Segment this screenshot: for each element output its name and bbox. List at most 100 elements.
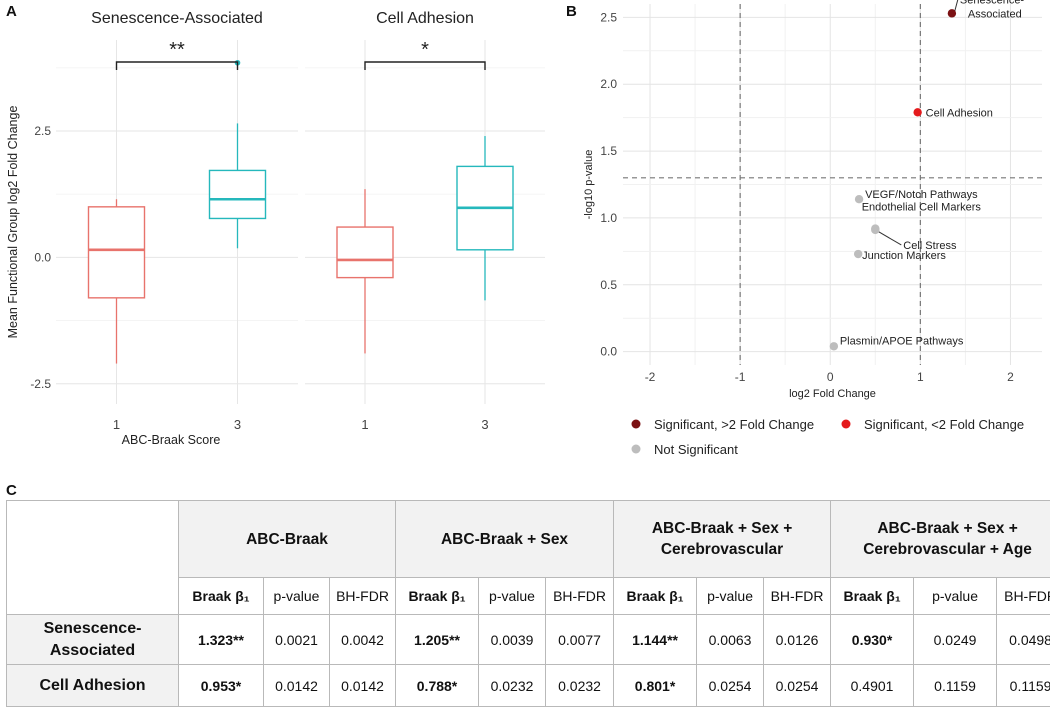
- y-axis-title: -log10 p-value: [583, 150, 595, 220]
- model-header: ABC-Braak + Sex + Cerebrovascular + Age: [830, 500, 1050, 578]
- label-leader-line: [877, 230, 902, 246]
- x-tick-label: 1: [361, 417, 368, 432]
- table-row: Senescence- Associated 1.323** 0.0021 0.0042…: [6, 614, 1050, 665]
- volcano-point-group: Senescence- Associated: [947, 0, 1025, 20]
- beta-header: Braak β₁: [395, 577, 480, 615]
- volcano-point: [854, 195, 864, 204]
- point-label: Endothelial Cell Markers: [862, 202, 982, 214]
- legend-swatch: [841, 419, 851, 429]
- volcano-panel: -2 -1 0 1 2 0.0 0.5 1.0 1.5 2.0 2.5 log2 Fold Chang…: [583, 0, 1042, 457]
- model-header-line: Cerebrovascular: [660, 541, 784, 558]
- legend-label: Significant, >2 Fold Change: [654, 417, 814, 432]
- volcano-point: [947, 9, 957, 18]
- p-value: 0.0021: [263, 614, 330, 665]
- x-axis-title: ABC-Braak Score: [122, 433, 221, 447]
- volcano-point: [913, 108, 922, 117]
- beta-value: 0.953*: [178, 664, 264, 707]
- box-group-3: [456, 136, 514, 301]
- bh-fdr-value: 0.1159: [996, 664, 1050, 707]
- legend-swatch: [631, 419, 641, 429]
- x-tick-label: 1: [113, 417, 120, 432]
- box-iqr: [208, 169, 267, 220]
- box-iqr: [336, 226, 394, 279]
- bh-fdr-value: 0.0232: [545, 664, 615, 707]
- bh-fdr-header: BH-FDR: [328, 577, 397, 615]
- bh-fdr-value: 0.0142: [328, 664, 397, 707]
- point-label-line: Associated: [968, 8, 1022, 20]
- volcano-point-group: VEGF/Notch Pathways: [854, 189, 978, 204]
- model-header-line: ABC-Braak: [246, 530, 328, 548]
- beta-value: 1.205**: [395, 614, 480, 665]
- p-value: 0.0254: [696, 664, 765, 707]
- panel-label-a: A: [6, 3, 17, 20]
- legend-label: Not Significant: [654, 442, 738, 457]
- model-header-line: ABC-Braak + Sex: [440, 530, 569, 548]
- x-tick-label: -1: [735, 370, 746, 384]
- volcano-point-group: Plasmin/APOE Pathways: [829, 335, 964, 351]
- facet-2: Cell Adhesion 1 3 *: [305, 10, 545, 432]
- row-label-line: Associated: [49, 641, 136, 659]
- row-label-line: Senescence-: [43, 619, 142, 637]
- p-value-header: p-value: [696, 577, 765, 615]
- p-value-header: p-value: [478, 577, 547, 615]
- beta-header: Braak β₁: [613, 577, 698, 615]
- beta-value: 1.323**: [178, 614, 264, 665]
- point-label-line: Senescence-: [960, 0, 1025, 6]
- box-group-3: [208, 59, 267, 249]
- significance-stars: **: [169, 39, 185, 61]
- p-value: 0.0142: [263, 664, 330, 707]
- model-header: ABC-Braak: [177, 500, 397, 578]
- model-header-line: ABC-Braak + Sex +: [651, 520, 793, 537]
- header-row: ABC-Braak ABC-Braak + Sex ABC-Braak + Sex …: [6, 500, 1050, 615]
- y-tick-label: 0.0: [34, 250, 51, 264]
- y-tick-label: 0.0: [600, 345, 617, 359]
- significance-bracket: [115, 61, 239, 70]
- y-tick-label: 2.5: [34, 124, 51, 138]
- significance-bracket: [364, 61, 486, 70]
- bh-fdr-value: 0.0077: [545, 614, 615, 665]
- beta-header: Braak β₁: [178, 577, 264, 615]
- x-tick-label: 3: [481, 417, 488, 432]
- facet-title: Cell Adhesion: [376, 10, 474, 27]
- subheader-row: Braak β₁ p-value BH-FDR Braak β₁ p-value BH-F…: [7, 577, 1050, 615]
- bh-fdr-value: 0.0042: [328, 614, 397, 665]
- bh-fdr-header: BH-FDR: [996, 577, 1050, 615]
- y-tick-label: 1.0: [600, 211, 617, 225]
- legend-swatch: [631, 444, 641, 454]
- model-header-line: Cerebrovascular + Age: [863, 541, 1032, 558]
- row-label: Cell Adhesion: [6, 664, 179, 707]
- legend: Significant, >2 Fold Change Significant, …: [631, 417, 1024, 457]
- volcano-point-group: Junction Markers: [853, 249, 946, 262]
- y-tick-label: 0.5: [600, 278, 617, 292]
- box-group-1: [87, 199, 146, 364]
- x-tick-label: -2: [645, 370, 656, 384]
- beta-header: Braak β₁: [830, 577, 915, 615]
- volcano-point: [871, 225, 880, 235]
- legend-label: Significant, <2 Fold Change: [864, 417, 1024, 432]
- beta-value: 0.4901: [830, 664, 915, 707]
- model-header: ABC-Braak + Sex + Cerebrovascular: [613, 500, 832, 578]
- x-tick-label: 2: [1007, 370, 1014, 384]
- facet-title: Senescence-Associated: [91, 10, 263, 27]
- p-value: 0.1159: [913, 664, 998, 707]
- box-iqr: [87, 206, 146, 299]
- volcano-point-group: Endothelial Cell Markers: [862, 202, 982, 233]
- beta-value: 1.144**: [613, 614, 698, 665]
- significance-stars: *: [421, 39, 429, 61]
- p-value: 0.0039: [478, 614, 547, 665]
- p-value: 0.0063: [696, 614, 765, 665]
- panel-label-b: B: [566, 3, 577, 20]
- volcano-point: [829, 342, 839, 351]
- p-value-header: p-value: [263, 577, 330, 615]
- y-axis-title: Mean Functional Group log2 Fold Change: [6, 106, 20, 339]
- beta-value: 0.788*: [395, 664, 480, 707]
- p-value-header: p-value: [913, 577, 998, 615]
- y-tick-label: -2.5: [30, 377, 51, 391]
- bh-fdr-value: 0.0126: [763, 614, 832, 665]
- bh-fdr-value: 0.0498: [996, 614, 1050, 665]
- regression-table: ABC-Braak ABC-Braak + Sex ABC-Braak + Sex …: [6, 500, 1050, 707]
- y-tick-label: 1.5: [600, 144, 617, 158]
- point-label: Cell Stress: [903, 240, 957, 252]
- p-value: 0.0232: [478, 664, 547, 707]
